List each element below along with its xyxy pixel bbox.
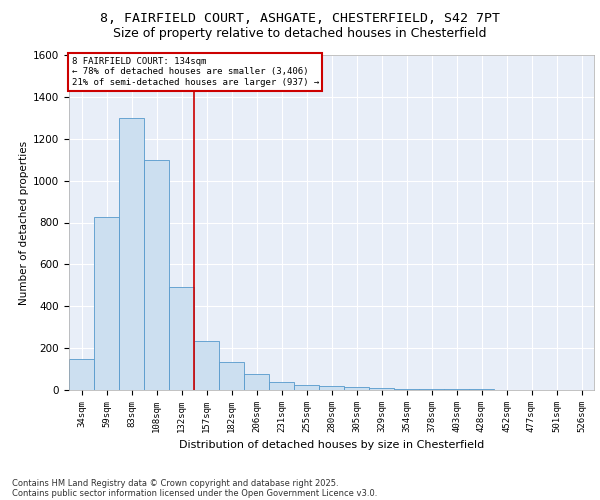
Bar [294, 385, 319, 390]
Bar [419, 389, 444, 390]
Bar [444, 389, 469, 390]
Bar [469, 389, 494, 390]
Bar [319, 386, 344, 390]
Y-axis label: Number of detached properties: Number of detached properties [19, 140, 29, 304]
Bar [269, 382, 294, 390]
X-axis label: Distribution of detached houses by size in Chesterfield: Distribution of detached houses by size … [179, 440, 484, 450]
Text: 8 FAIRFIELD COURT: 134sqm
← 78% of detached houses are smaller (3,406)
21% of se: 8 FAIRFIELD COURT: 134sqm ← 78% of detac… [71, 57, 319, 87]
Bar [194, 341, 219, 390]
Bar [244, 374, 269, 390]
Bar [144, 160, 169, 390]
Text: 8, FAIRFIELD COURT, ASHGATE, CHESTERFIELD, S42 7PT: 8, FAIRFIELD COURT, ASHGATE, CHESTERFIEL… [100, 12, 500, 26]
Text: Contains HM Land Registry data © Crown copyright and database right 2025.: Contains HM Land Registry data © Crown c… [12, 478, 338, 488]
Bar [169, 288, 194, 390]
Bar [344, 387, 369, 390]
Bar [369, 388, 394, 390]
Bar [94, 218, 119, 390]
Bar [394, 389, 419, 390]
Bar [69, 358, 94, 390]
Bar [219, 362, 244, 390]
Text: Size of property relative to detached houses in Chesterfield: Size of property relative to detached ho… [113, 28, 487, 40]
Text: Contains public sector information licensed under the Open Government Licence v3: Contains public sector information licen… [12, 488, 377, 498]
Bar [119, 118, 144, 390]
